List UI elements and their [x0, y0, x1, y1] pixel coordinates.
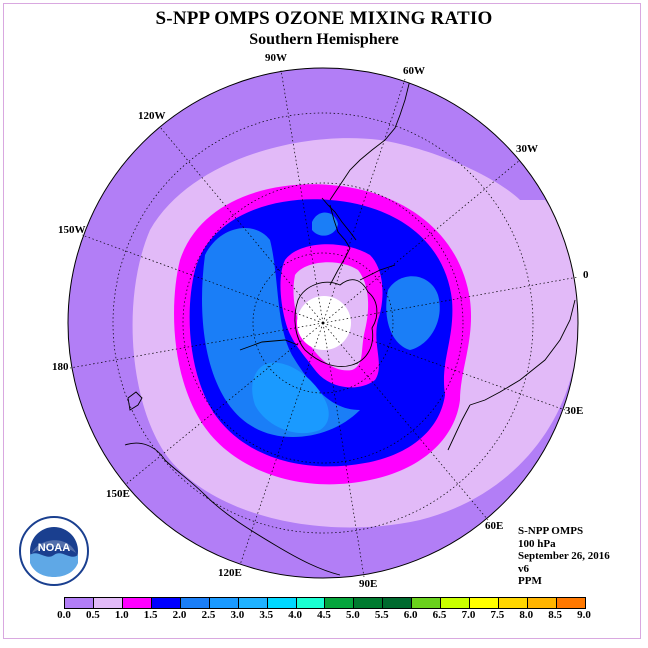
- colorbar-tick-label: 5.5: [374, 609, 389, 621]
- lon-label-0: 0: [583, 269, 589, 281]
- colorbar-swatch: [65, 598, 94, 608]
- colorbar-swatch: [528, 598, 557, 608]
- latitude-circle-1: [252, 252, 394, 394]
- colorbar-tick-label: 7.0: [461, 609, 476, 621]
- ozone-field: [68, 68, 578, 578]
- meridian-120w: [159, 126, 324, 324]
- africa-coast-2: [447, 404, 471, 451]
- colorbar-swatch: [151, 598, 181, 608]
- colorbar-tick-label: 0.0: [57, 609, 71, 621]
- noaa-logo-icon: NOAA: [19, 516, 89, 586]
- ross-coast: [239, 339, 299, 351]
- colorbar-tick-label: 3.5: [259, 609, 274, 621]
- lon-label-90w: 90W: [265, 52, 287, 64]
- meridian-150e: [124, 322, 324, 486]
- colorbar-swatch: [180, 598, 210, 608]
- new-zealand: [127, 391, 143, 411]
- info-level: 100 hPa: [518, 537, 556, 550]
- colorbar-swatch: [296, 598, 326, 608]
- lon-label-150w: 150W: [58, 224, 86, 236]
- colorbar-swatch: [383, 598, 413, 608]
- lon-label-120e: 120E: [218, 567, 242, 579]
- map-boundary: [67, 67, 579, 579]
- colorbar-swatch: [412, 598, 442, 608]
- colorbar-swatch: [354, 598, 384, 608]
- info-units: PPM: [518, 575, 542, 587]
- colorbar-tick-label: 2.0: [172, 609, 187, 621]
- colorbar-tick-label: 3.0: [230, 609, 245, 621]
- lon-label-60e: 60E: [485, 520, 503, 532]
- antarctic-peninsula: [329, 204, 351, 286]
- latitude-circle-3: [112, 112, 534, 534]
- colorbar-tick-label: 1.0: [114, 609, 129, 621]
- antarctica-coast: [294, 279, 378, 367]
- south-america-tip: [321, 197, 357, 241]
- meridian-90w: [280, 69, 324, 324]
- meridian-60w: [322, 78, 406, 324]
- colorbar-tick-label: 7.5: [490, 609, 505, 621]
- colorbar-swatch: [470, 598, 500, 608]
- colorbar-swatch: [238, 598, 268, 608]
- colorbar-swatch: [325, 598, 355, 608]
- latitude-circle-2: [182, 182, 464, 464]
- africa-coast: [469, 299, 576, 406]
- colorbar-tick-label: 6.0: [403, 609, 418, 621]
- colorbar-tick-label: 4.5: [317, 609, 331, 621]
- lon-label-150e: 150E: [106, 488, 130, 500]
- south-america-coast: [329, 79, 411, 201]
- info-version: v6: [518, 562, 529, 575]
- info-instrument: S-NPP OMPS: [518, 525, 584, 537]
- band-2.0-2.5-north: [312, 212, 338, 236]
- colorbar-tick-label: 8.0: [519, 609, 534, 621]
- info-box: S-NPP OMPS 100 hPa September 26, 2016 v6…: [518, 525, 610, 588]
- band-2.0-2.5: [202, 228, 360, 437]
- meridian-60e: [322, 322, 489, 521]
- info-date: September 26, 2016: [518, 550, 610, 562]
- colorbar-tick-label: 9.0: [577, 609, 591, 621]
- colorbar-tick-label: 6.5: [432, 609, 447, 621]
- meridian-120e: [239, 322, 324, 566]
- colorbar-swatch: [441, 598, 471, 608]
- meridian-150w: [81, 234, 324, 324]
- colorbar-tick-label: 1.5: [143, 609, 158, 621]
- lon-label-180: 180: [52, 361, 69, 373]
- colorbar-swatch: [556, 598, 585, 608]
- band-2.5-3.0: [252, 362, 329, 434]
- meridian-180: [69, 322, 324, 369]
- lon-label-60w: 60W: [403, 65, 425, 77]
- colorbar-tick-label: 2.5: [201, 609, 216, 621]
- colorbar-tick-label: 8.5: [548, 609, 562, 621]
- colorbar-swatch: [209, 598, 239, 608]
- colorbar-swatch: [93, 598, 123, 608]
- map-title: S-NPP OMPS OZONE MIXING RATIO: [155, 8, 493, 29]
- map-subtitle: Southern Hemisphere: [249, 31, 399, 48]
- weddell-coast: [359, 264, 396, 281]
- lon-label-90e: 90E: [359, 578, 377, 590]
- meridian-30e: [322, 322, 566, 411]
- colorbar-swatch: [267, 598, 297, 608]
- colorbar-ticks: 0.0 0.5 1.0 1.5 2.0 2.5 3.0 3.5 4.0 4.5 5.0 5.5 6.0 6…: [57, 609, 591, 623]
- colorbar: [64, 597, 586, 609]
- meridian-90e: [322, 322, 365, 578]
- lon-label-120w: 120W: [138, 110, 166, 122]
- colorbar-swatch: [499, 598, 528, 608]
- band-2.0-2.5-east: [386, 276, 440, 350]
- colorbar-tick-label: 5.0: [346, 609, 360, 621]
- noaa-logo-text: NOAA: [38, 542, 70, 554]
- colorbar-tick-label: 4.0: [288, 609, 302, 621]
- coastlines: [124, 79, 576, 576]
- figure-frame: [3, 3, 641, 639]
- graticule: [69, 69, 579, 578]
- meridian-30w: [322, 159, 521, 324]
- lon-label-30e: 30E: [565, 405, 583, 417]
- colorbar-swatch: [122, 598, 152, 608]
- australia-coast: [124, 442, 341, 576]
- colorbar-tick-label: 0.5: [86, 609, 100, 621]
- lon-label-30w: 30W: [516, 143, 538, 155]
